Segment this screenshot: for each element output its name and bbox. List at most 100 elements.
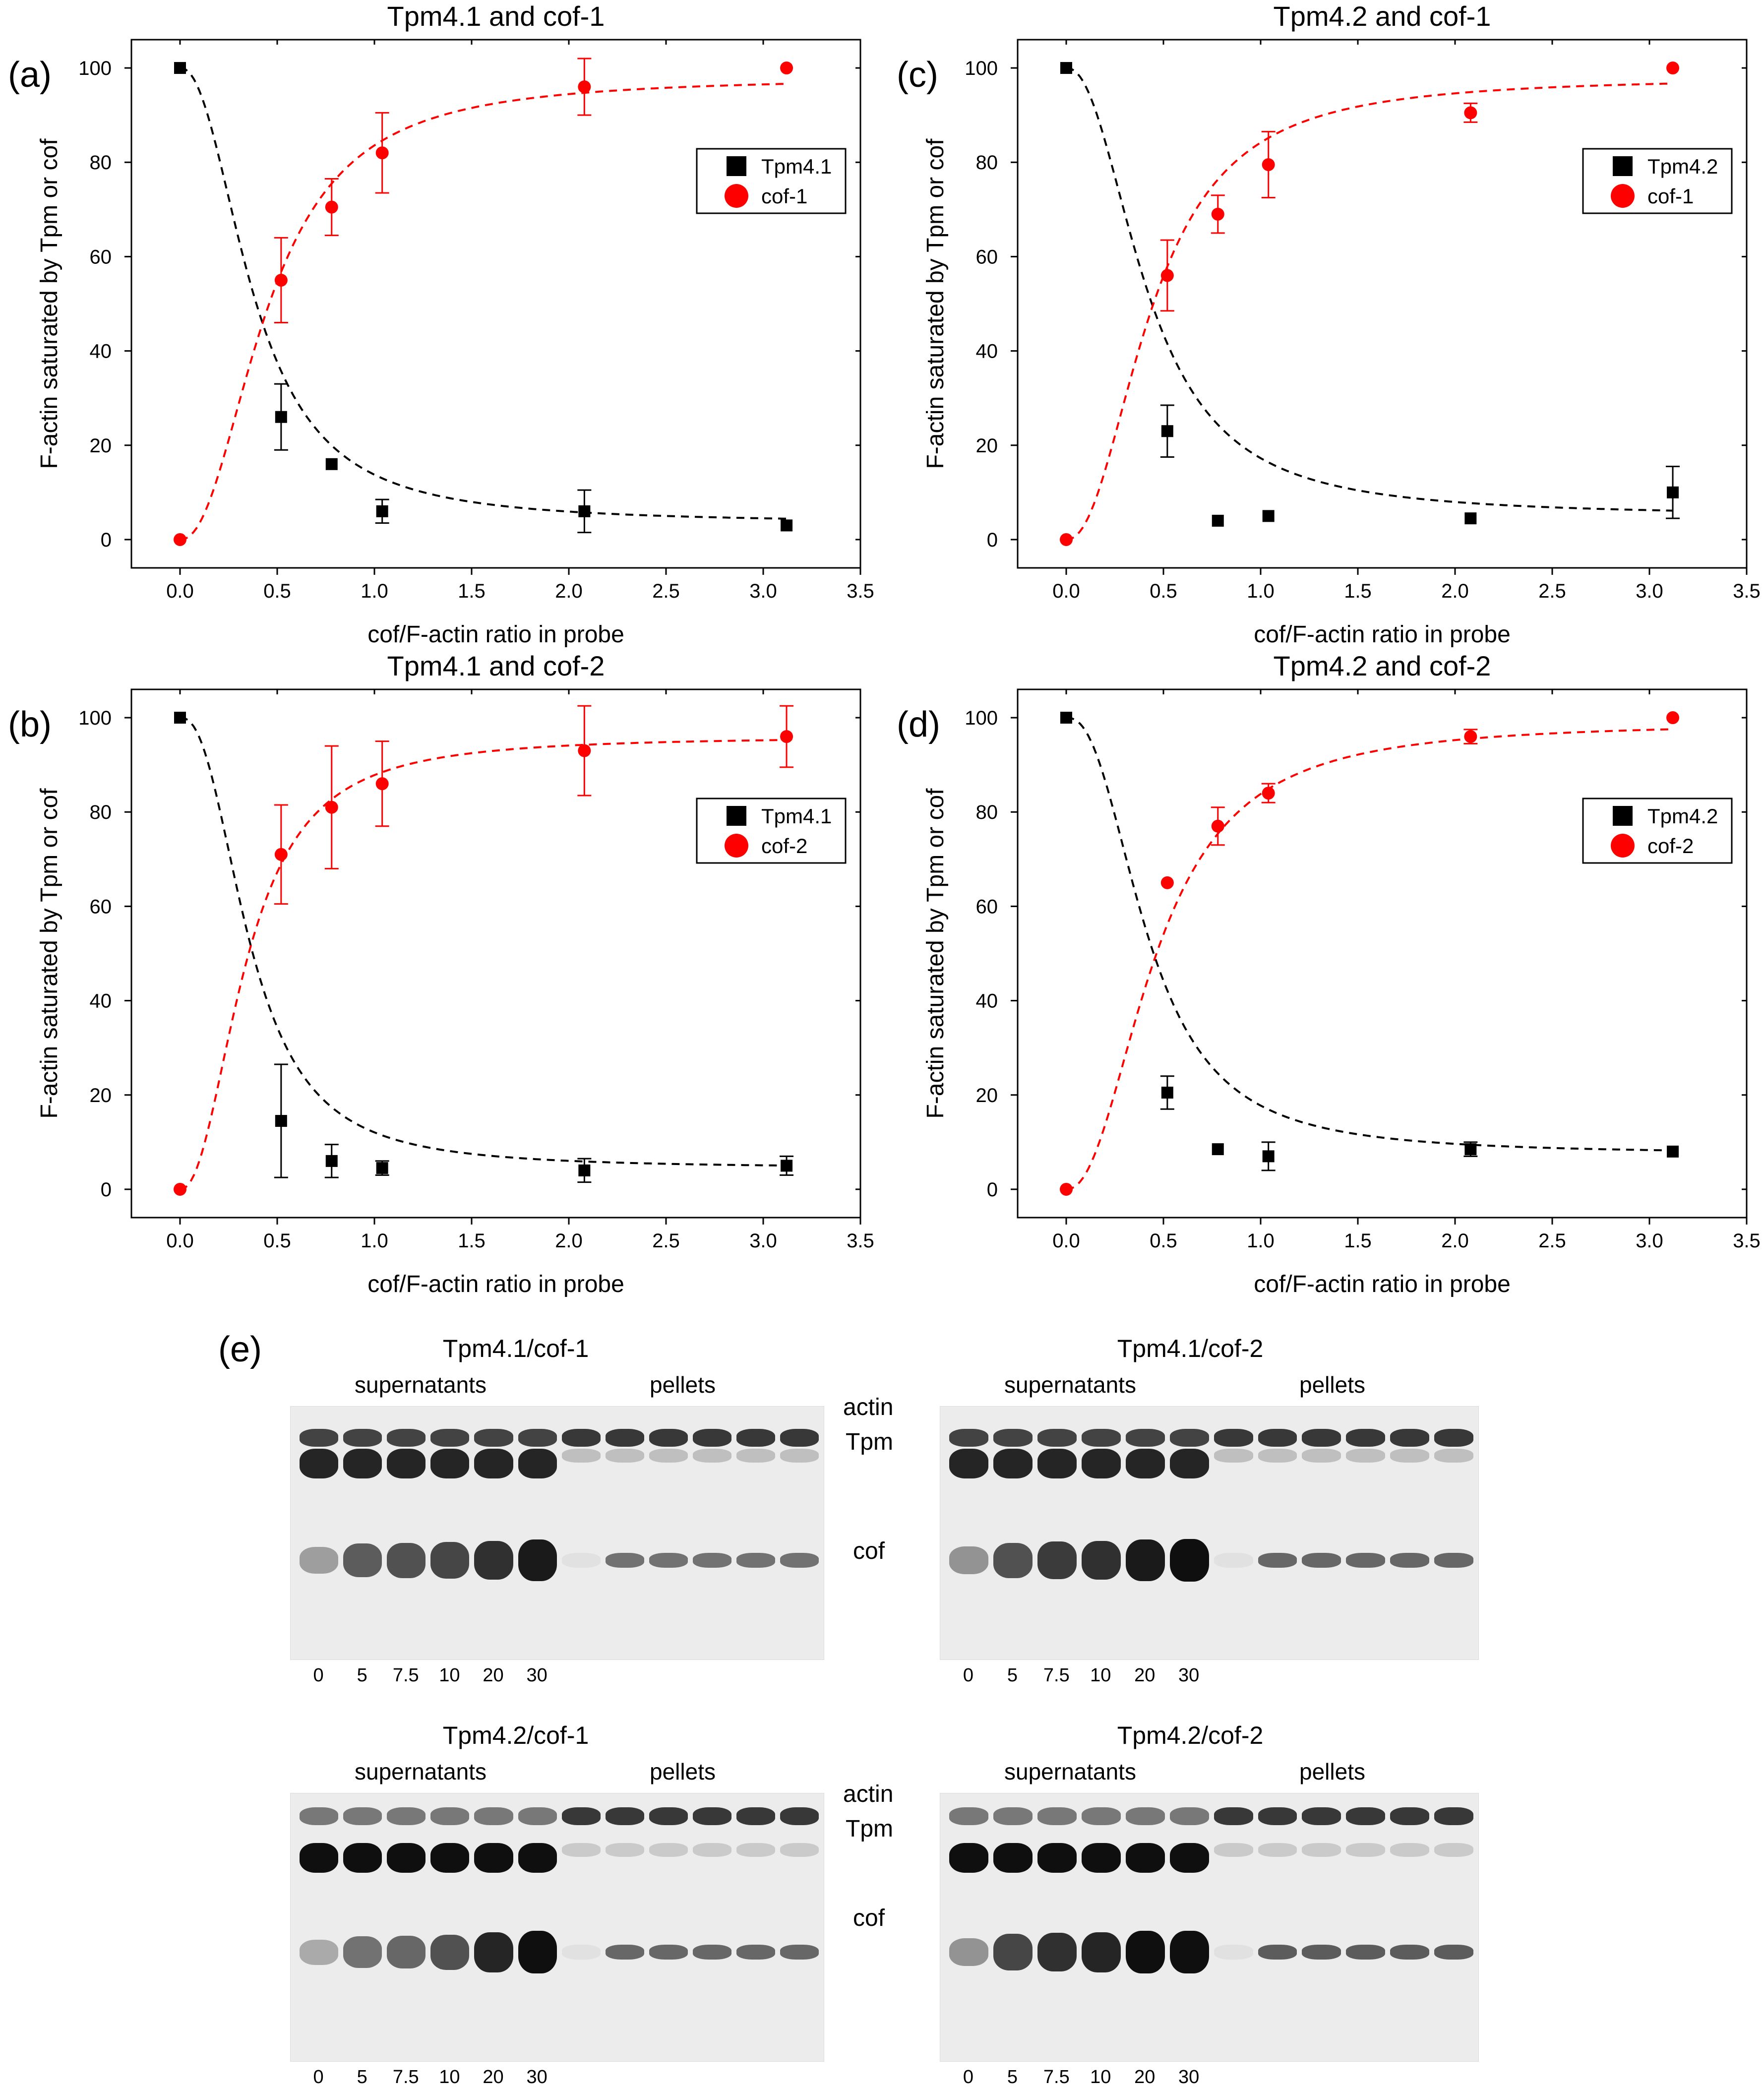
tpm-band: [1214, 1449, 1253, 1463]
x-axis-label: cof/F-actin ratio in probe: [367, 1271, 624, 1297]
actin-band: [780, 1429, 819, 1447]
cof-band: [949, 1546, 988, 1574]
actin-band: [693, 1429, 732, 1447]
actin-band: [474, 1807, 513, 1825]
cof-band: [1125, 1931, 1165, 1973]
chart-b: Tpm4.1 and cof-2 0.0 0.5 1.0 1.5 2.0 2.5 3.0 3.5…: [36, 650, 874, 1297]
legend-marker: [1613, 806, 1633, 826]
x-tick-label: 3.5: [1733, 1230, 1761, 1252]
tpm-band: [949, 1449, 988, 1478]
charts-svg: Tpm4.1 and cof-1 0.0 0.5 1.0 1.5 2.0 2.5 3.0 3.5…: [36, 0, 1761, 1297]
tpm-band: [518, 1843, 557, 1873]
actin-band: [1125, 1807, 1165, 1825]
pellets-label: pellets: [650, 1372, 716, 1398]
tpm-band: [561, 1449, 601, 1463]
gel-image: [940, 1793, 1479, 2062]
lane-label: 0: [963, 2067, 974, 2088]
lane-label: 0: [313, 2067, 324, 2088]
y-tick-label: 60: [976, 896, 998, 918]
legend-label: cof-1: [1647, 184, 1694, 208]
x-tick-label: 3.0: [1636, 1230, 1663, 1252]
cof-band: [387, 1936, 426, 1968]
y-tick-label: 20: [976, 1085, 998, 1106]
fit-curve-Tpm4.1: [180, 717, 787, 1167]
y-tick-label: 40: [90, 990, 112, 1012]
gel-title: Tpm4.1/cof-1: [442, 1335, 589, 1362]
x-axis-label: cof/F-actin ratio in probe: [1254, 1271, 1511, 1297]
lane-label: 20: [1134, 1665, 1156, 1686]
legend-label: Tpm4.1: [761, 804, 832, 828]
cof-band: [343, 1543, 382, 1578]
data-point-cof-1: [375, 146, 389, 160]
lane-label: 10: [1090, 2067, 1111, 2088]
tpm-band: [1434, 1843, 1474, 1857]
x-tick-label: 3.5: [847, 1230, 874, 1252]
tpm-band: [1169, 1843, 1209, 1873]
x-tick-label: 2.0: [1441, 1230, 1469, 1252]
actin-band: [1169, 1429, 1209, 1447]
fit-curve-Tpm4.1: [180, 67, 787, 520]
actin-band: [1169, 1807, 1209, 1825]
data-point-Tpm4.2: [1464, 512, 1477, 525]
x-tick-label: 0.0: [1052, 1230, 1080, 1252]
legend-label: Tpm4.2: [1647, 804, 1718, 828]
lane-label: 7.5: [1043, 1665, 1070, 1686]
cof-band: [693, 1553, 732, 1568]
data-point-Tpm4.1: [275, 1115, 287, 1127]
actin-band: [561, 1429, 601, 1447]
x-tick-label: 3.0: [749, 1230, 777, 1252]
actin-band: [736, 1429, 776, 1447]
actin-band: [300, 1807, 339, 1825]
x-tick-label: 2.5: [652, 1230, 680, 1252]
plot-frame: [1017, 688, 1748, 1219]
lane-label: 5: [357, 1665, 367, 1686]
actin-band: [949, 1807, 988, 1825]
cof-band: [736, 1553, 776, 1568]
plot-frame: [130, 39, 861, 569]
x-tick-label: 3.0: [749, 580, 777, 602]
lane-label: 20: [483, 2067, 504, 2088]
tpm-band: [949, 1843, 988, 1873]
lane-label: 20: [483, 1665, 504, 1686]
actin-band: [1302, 1807, 1341, 1825]
cof-band: [780, 1945, 819, 1960]
data-point-cof-2: [1464, 730, 1477, 743]
x-tick-label: 1.0: [1247, 580, 1275, 602]
pellets-label: pellets: [1299, 1759, 1365, 1784]
gel-image: [290, 1793, 824, 2062]
gel-image: [940, 1406, 1479, 1660]
data-point-cof-1: [1262, 158, 1275, 171]
tpm-band: [993, 1449, 1033, 1478]
tpm-band: [780, 1843, 819, 1857]
x-tick-label: 0.5: [263, 580, 291, 602]
cof-band: [300, 1939, 339, 1965]
x-tick-label: 0.5: [263, 1230, 291, 1252]
panel-letter-e: (e): [218, 1330, 262, 1369]
data-point-Tpm4.2: [1667, 486, 1679, 498]
chart-title: Tpm4.1 and cof-2: [387, 650, 605, 681]
actin-band: [649, 1807, 688, 1825]
cof-band: [1037, 1541, 1077, 1579]
tpm-band: [693, 1843, 732, 1857]
y-tick-label: 20: [976, 435, 998, 457]
tpm-band: [1390, 1449, 1430, 1463]
lane-label: 20: [1134, 2067, 1156, 2088]
legend-box: [696, 798, 847, 864]
tpm-band: [736, 1449, 776, 1463]
y-tick-label: 100: [78, 58, 112, 79]
y-tick-label: 80: [90, 152, 112, 174]
tpm-band: [693, 1449, 732, 1463]
data-point-cof-1: [274, 273, 288, 287]
band-label-tpm: Tpm: [846, 1816, 893, 1842]
legend-label: cof-2: [1647, 834, 1694, 858]
actin-band: [1434, 1429, 1474, 1447]
cof-band: [693, 1945, 732, 1960]
data-point-Tpm4.1: [325, 458, 338, 470]
lane-label: 0: [313, 1665, 324, 1686]
x-axis-label: cof/F-actin ratio in probe: [1254, 621, 1511, 648]
tpm-band: [1434, 1449, 1474, 1463]
cof-band: [1169, 1931, 1209, 1973]
actin-band: [605, 1429, 644, 1447]
lane-label: 7.5: [392, 2067, 419, 2088]
fit-curve-Tpm4.2: [1066, 67, 1673, 512]
